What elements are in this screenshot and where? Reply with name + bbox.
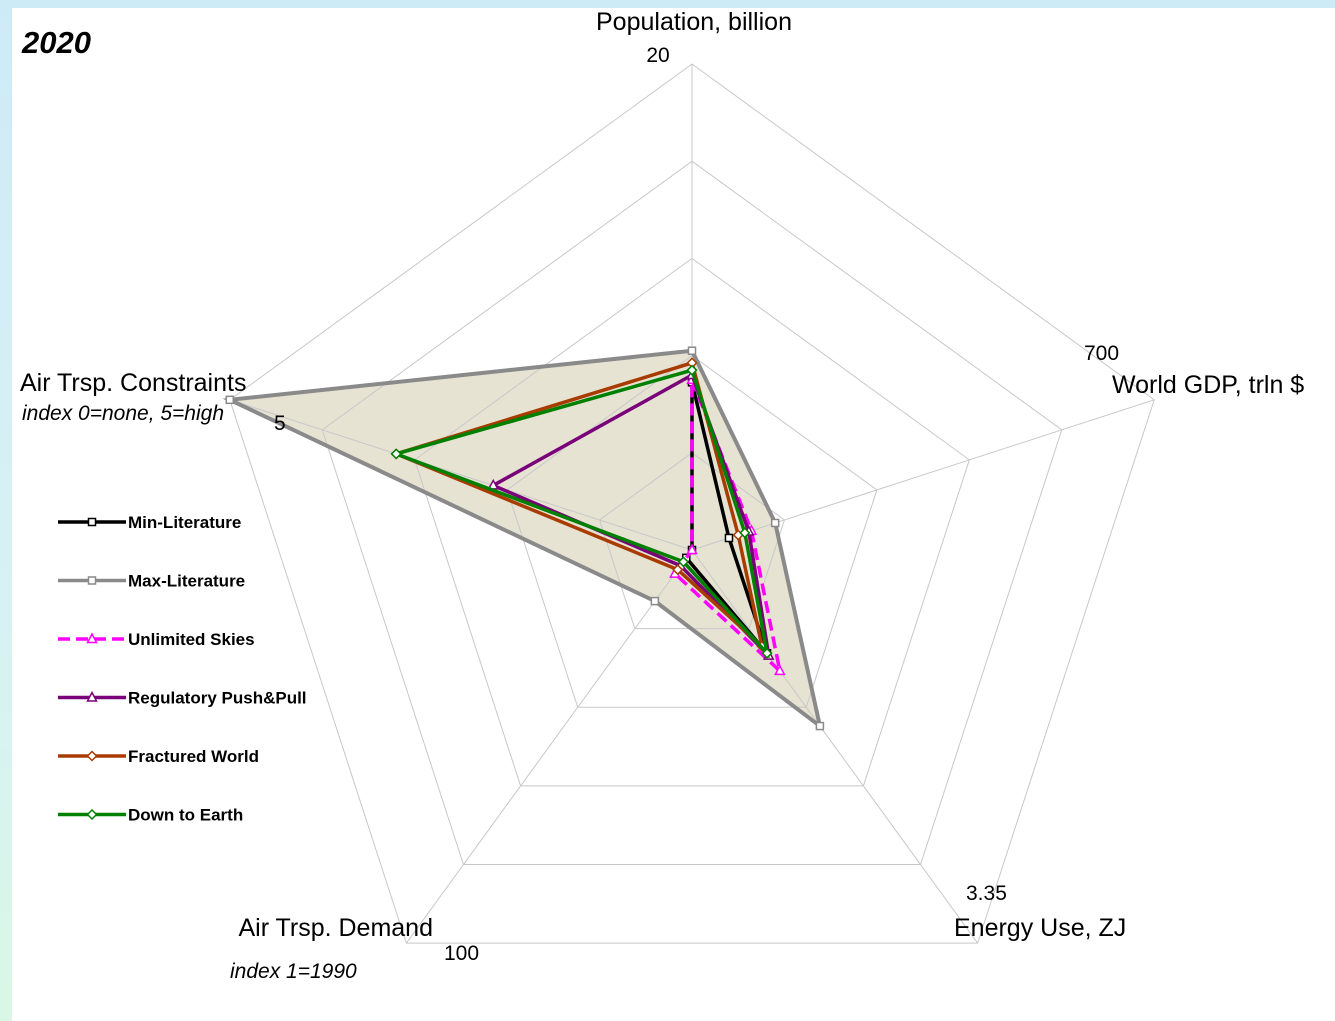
- series-max-literature: [222, 346, 825, 731]
- axis-max-demand: 100: [444, 942, 479, 965]
- legend-item-regulatory-push-pull: Regulatory Push&Pull: [58, 689, 307, 708]
- legend-item-max-literature: Max-Literature: [58, 572, 245, 591]
- axis-title-gdp: World GDP, trln $: [1112, 371, 1304, 399]
- legend: Min-Literature Max-Literature Unlimited Sk…: [58, 513, 307, 825]
- legend-label: Min-Literature: [128, 513, 241, 532]
- axis-title-population: Population, billion: [596, 8, 792, 36]
- data-point-down-to-earth: [739, 527, 751, 539]
- axis-max-constraints: 5: [274, 412, 286, 435]
- series-lines: [222, 346, 825, 731]
- legend-label: Fractured World: [128, 747, 259, 766]
- legend-item-unlimited-skies: Unlimited Skies: [58, 630, 255, 649]
- data-point-max-literature: [225, 395, 235, 405]
- chart-title: 2020: [21, 25, 91, 60]
- grid-ring: [229, 63, 1155, 944]
- data-point-max-literature: [687, 346, 697, 355]
- legend-item-down-to-earth: Down to Earth: [58, 806, 243, 825]
- data-point-min-literature: [724, 533, 734, 543]
- axis-subtitle-constraints: index 0=none, 5=high: [22, 402, 224, 425]
- legend-item-min-literature: Min-Literature: [58, 513, 241, 532]
- data-point-unlimited-skies: [774, 664, 786, 676]
- grid-spoke: [229, 399, 693, 551]
- grid-spoke: [691, 549, 979, 944]
- legend-label: Regulatory Push&Pull: [128, 689, 307, 708]
- legend-marker: [87, 517, 97, 527]
- legend-label: Down to Earth: [128, 806, 243, 825]
- data-point-down-to-earth: [686, 364, 698, 376]
- legend-label: Max-Literature: [128, 572, 245, 591]
- data-point-down-to-earth: [761, 647, 773, 659]
- series-down-to-earth: [390, 364, 773, 659]
- axis-max-population: 20: [646, 44, 669, 67]
- legend-item-fractured-world: Fractured World: [58, 747, 259, 766]
- data-point-fractured-world: [672, 564, 684, 576]
- legend-marker: [87, 576, 97, 585]
- axis-subtitle-demand: index 1=1990: [230, 960, 357, 983]
- data-point-unlimited-skies: [686, 543, 698, 555]
- data-point-max-literature: [650, 596, 660, 606]
- radar-chart: 2020 Population, billion 20 700 World GD…: [20, 8, 1304, 983]
- series-line-max-literature: [222, 348, 824, 731]
- series-line-down-to-earth: [390, 368, 770, 659]
- chart-frame: 2020 Population, billion 20 700 World GD…: [12, 8, 1335, 1021]
- grid-spoke: [691, 399, 1155, 551]
- grid-ring: [506, 354, 878, 708]
- legend-marker: [86, 632, 98, 644]
- series-line-unlimited-skies: [672, 379, 783, 676]
- axis-max-gdp: 700: [1084, 342, 1119, 365]
- legend-label: Unlimited Skies: [128, 630, 255, 649]
- legend-marker: [86, 690, 98, 702]
- legend-marker: [86, 808, 98, 821]
- radar-grid: [229, 63, 1155, 944]
- data-point-max-literature: [770, 518, 780, 528]
- grid-spoke: [405, 549, 693, 944]
- data-point-down-to-earth: [390, 448, 402, 460]
- data-point-down-to-earth: [677, 556, 689, 568]
- axis-max-energy: 3.35: [966, 882, 1007, 905]
- data-point-max-literature: [815, 721, 825, 731]
- axis-title-constraints: Air Trsp. Constraints: [20, 369, 246, 397]
- axis-title-energy: Energy Use, ZJ: [954, 914, 1126, 942]
- axis-title-demand: Air Trsp. Demand: [238, 914, 433, 942]
- legend-marker: [86, 750, 98, 762]
- grid-ring: [414, 257, 970, 787]
